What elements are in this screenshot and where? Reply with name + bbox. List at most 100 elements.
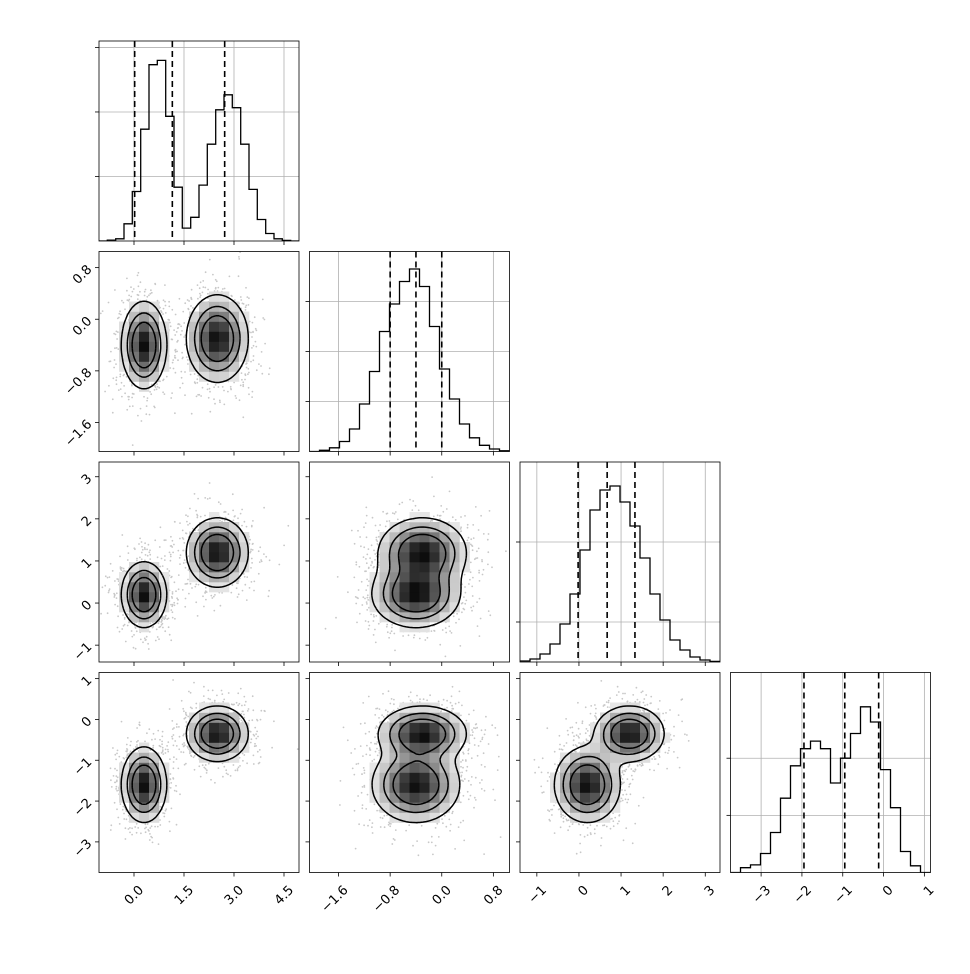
contour-line [392, 718, 447, 806]
density-cell [239, 552, 250, 563]
density-cell [419, 712, 430, 723]
density-cell [439, 562, 450, 573]
density-cell [149, 762, 160, 773]
density-cell [429, 812, 440, 823]
density-cell [189, 542, 200, 553]
density-cell [600, 752, 611, 763]
density-cell [399, 732, 410, 743]
density-cell [419, 572, 430, 583]
histogram-3 [730, 672, 931, 873]
density-cell [580, 812, 591, 823]
density-cell [379, 752, 390, 763]
density-cell [189, 351, 200, 362]
density-cell [209, 732, 220, 743]
density-cell [429, 592, 440, 603]
density-cell [439, 532, 450, 543]
density-cell [449, 532, 460, 543]
density-cell [449, 712, 460, 723]
density-cell [219, 341, 230, 352]
density-cell [399, 752, 410, 763]
density-cell [219, 361, 230, 372]
density-cell [149, 341, 160, 352]
panel-0-0 [95, 40, 300, 245]
density-cell [159, 792, 170, 803]
density-cell [129, 562, 140, 573]
contour-line [382, 526, 456, 620]
density-cell [620, 712, 631, 723]
density-cell [610, 722, 621, 733]
density-cell [429, 572, 440, 583]
density-cell [560, 802, 571, 813]
density-cell [630, 752, 641, 763]
density-cell [429, 732, 440, 743]
density-cell [409, 582, 420, 593]
density-cell [139, 321, 150, 332]
density-cell [409, 752, 420, 763]
histogram-2 [520, 462, 720, 662]
density-cell [149, 562, 160, 573]
density-cell [419, 802, 430, 813]
y-tick-label: 1 [79, 556, 95, 572]
x-tick-label: 2 [660, 883, 676, 899]
density-cell [429, 762, 440, 773]
density-cell [389, 752, 400, 763]
density-cell [439, 612, 450, 623]
density-cell [119, 321, 130, 332]
density-cell [229, 341, 240, 352]
panel-0-3: −3 −2 −1 0 1 0.0 1.5 3.0 4.5 [71, 672, 300, 908]
density-cell [139, 762, 150, 773]
density-cell [129, 762, 140, 773]
density-cell [399, 782, 410, 793]
density-cell [449, 792, 460, 803]
density-cell [399, 802, 410, 813]
density-cell [429, 722, 440, 733]
density-cell [409, 792, 420, 803]
density-cell [199, 572, 210, 583]
density-cell [209, 532, 220, 543]
density-cell [189, 572, 200, 583]
density-cell [429, 562, 440, 573]
density-cell [159, 592, 170, 603]
density-cell [139, 331, 150, 342]
density-cell [560, 782, 571, 793]
density-cell [199, 542, 210, 553]
density-cell [139, 562, 150, 573]
density-cell [429, 552, 440, 563]
density-cell [209, 752, 220, 763]
density-cell [149, 752, 160, 763]
density-cell [409, 602, 420, 613]
contour-line [371, 705, 468, 824]
density-cell [209, 291, 220, 302]
density-cell [570, 762, 581, 773]
density-cell [159, 582, 170, 593]
x-tick-label: −0.8 [370, 883, 403, 916]
density-cell [139, 802, 150, 813]
density-cell [379, 742, 390, 753]
density-cell [409, 782, 420, 793]
density-cell [409, 812, 420, 823]
density-cell [389, 592, 400, 603]
density-cell [199, 301, 210, 312]
contour-line [553, 705, 665, 824]
y-tick-label: −3 [71, 837, 95, 861]
density-cell [650, 732, 661, 743]
density-cell [389, 802, 400, 813]
y-tick-label: −2 [71, 796, 95, 820]
x-tick-label: −3 [750, 883, 774, 907]
density-cell [149, 371, 160, 382]
density-cell [189, 311, 200, 322]
density-cell [119, 602, 130, 613]
density-cell [580, 742, 591, 753]
density-cell [419, 752, 430, 763]
density-cell [139, 311, 150, 322]
density-cell [419, 612, 430, 623]
density-cell [449, 752, 460, 763]
density-cell [399, 762, 410, 773]
x-tick-label: 0 [880, 883, 896, 899]
density-cell [429, 712, 440, 723]
density-cell [419, 562, 430, 573]
density-cell [129, 752, 140, 763]
density-cell [580, 752, 591, 763]
density-cell [139, 381, 150, 392]
density-cell [419, 552, 430, 563]
